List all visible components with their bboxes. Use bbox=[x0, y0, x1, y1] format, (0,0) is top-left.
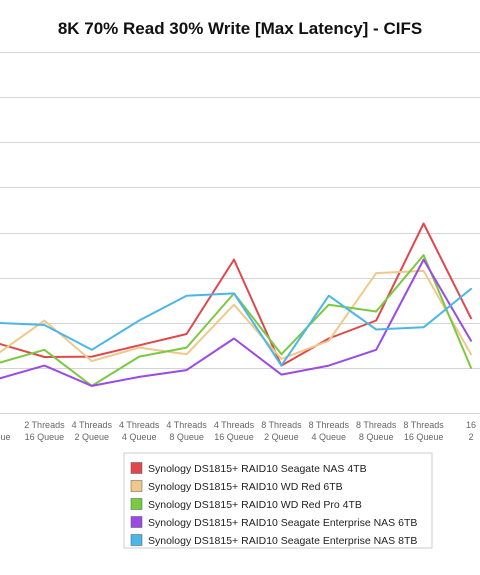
x-tick-label: 4 Threads 4 Queue bbox=[119, 420, 160, 442]
legend-swatch bbox=[130, 498, 143, 510]
x-tick-line2: 16 Queue bbox=[404, 432, 444, 442]
series-line-1 bbox=[0, 222, 472, 367]
series-line-5 bbox=[0, 287, 472, 367]
x-tick-line1: 16 bbox=[466, 420, 476, 430]
x-tick-line2: 4 Queue bbox=[312, 432, 347, 442]
x-tick-line1: 2 Threads bbox=[24, 420, 65, 430]
series-lines bbox=[0, 222, 472, 387]
series-line-3 bbox=[0, 254, 472, 387]
x-tick-line2: 4 Queue bbox=[122, 432, 157, 442]
x-tick-label: 8 Threads 16 Queue bbox=[403, 420, 444, 442]
x-tick-label: 4 Threads 16 Queue bbox=[214, 420, 255, 442]
x-tick-line1: 4 Threads bbox=[72, 420, 113, 430]
x-tick-line2: 8 Queue bbox=[169, 432, 204, 442]
x-tick-line1: 8 Threads bbox=[261, 420, 302, 430]
x-tick-label: 2 Threads 16 Queue bbox=[24, 420, 65, 442]
legend-label: Synology DS1815+ RAID10 WD Red Pro 4TB bbox=[148, 499, 362, 511]
series-line-2 bbox=[0, 269, 472, 363]
x-tick-line2: 2 bbox=[468, 432, 473, 442]
legend-swatch bbox=[130, 480, 143, 492]
x-tick-line2: 16 Queue bbox=[214, 432, 254, 442]
x-tick-line1: 8 Threads bbox=[356, 420, 397, 430]
x-tick-label: 4 Threads 2 Queue bbox=[72, 420, 113, 442]
legend-label: Synology DS1815+ RAID10 Seagate NAS 4TB bbox=[148, 463, 367, 475]
x-tick-line1: 4 Threads bbox=[166, 420, 207, 430]
x-tick-line2: Queue bbox=[0, 432, 11, 442]
x-tick-line2: 2 Queue bbox=[75, 432, 110, 442]
x-tick-line1: 8 Threads bbox=[403, 420, 444, 430]
x-tick-line1: 8 Threads bbox=[309, 420, 350, 430]
legend-box bbox=[123, 452, 433, 549]
legend-swatch bbox=[130, 462, 143, 474]
x-tick-label: Queue bbox=[0, 432, 11, 442]
x-tick-line1: 4 Threads bbox=[214, 420, 255, 430]
series-line-4 bbox=[0, 258, 472, 387]
x-tick-label: 8 Threads 2 Queue bbox=[261, 420, 302, 442]
x-tick-line1: 4 Threads bbox=[119, 420, 160, 430]
legend-label: Synology DS1815+ RAID10 WD Red 6TB bbox=[148, 481, 343, 493]
x-tick-line2: 16 Queue bbox=[25, 432, 65, 442]
legend: Synology DS1815+ RAID10 Seagate NAS 4TB S… bbox=[123, 452, 433, 549]
legend-label: Synology DS1815+ RAID10 Seagate Enterpri… bbox=[148, 535, 417, 547]
legend-swatch bbox=[130, 534, 143, 546]
x-tick-label: 8 Threads 8 Queue bbox=[356, 420, 397, 442]
grid bbox=[0, 52, 480, 414]
legend-swatch bbox=[130, 516, 143, 528]
x-tick-label: 8 Threads 4 Queue bbox=[309, 420, 350, 442]
x-tick-label: 16 2 bbox=[466, 420, 476, 442]
x-tick-line2: 8 Queue bbox=[359, 432, 394, 442]
legend-label: Synology DS1815+ RAID10 Seagate Enterpri… bbox=[148, 517, 417, 529]
chart-title: 8K 70% Read 30% Write [Max Latency] - CI… bbox=[58, 19, 422, 38]
x-tick-label: 4 Threads 8 Queue bbox=[166, 420, 207, 442]
x-tick-line2: 2 Queue bbox=[264, 432, 299, 442]
